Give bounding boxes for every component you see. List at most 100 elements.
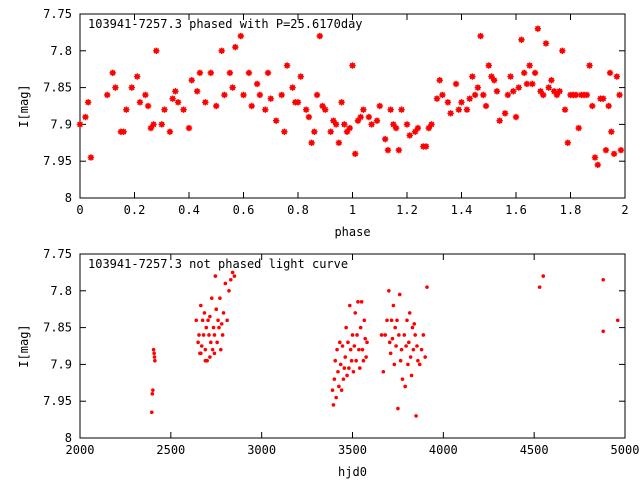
data-point bbox=[134, 73, 141, 80]
data-point bbox=[221, 311, 226, 315]
data-point bbox=[343, 128, 351, 135]
data-point bbox=[153, 47, 160, 54]
data-point bbox=[496, 117, 503, 124]
data-point bbox=[398, 106, 405, 113]
x-tick-label: 2 bbox=[621, 203, 628, 217]
data-point bbox=[327, 128, 334, 135]
data-point bbox=[392, 362, 397, 367]
data-point bbox=[396, 406, 400, 411]
data-point bbox=[203, 347, 208, 352]
data-point bbox=[406, 132, 413, 139]
data-point bbox=[559, 47, 566, 54]
data-point bbox=[411, 347, 416, 352]
x-tick-label: 3500 bbox=[338, 443, 367, 457]
data-point bbox=[153, 358, 157, 363]
x-tick-label: 2500 bbox=[156, 443, 185, 457]
data-point bbox=[602, 146, 610, 154]
data-point bbox=[368, 121, 375, 128]
y-tick-label: 8 bbox=[65, 431, 72, 445]
data-point bbox=[491, 77, 498, 84]
data-point bbox=[439, 91, 446, 99]
data-point bbox=[203, 358, 208, 363]
x-tick-label: 0.4 bbox=[178, 203, 200, 217]
data-point bbox=[218, 347, 223, 352]
data-point bbox=[346, 124, 353, 132]
data-point bbox=[365, 113, 373, 121]
data-point bbox=[458, 99, 465, 106]
data-point bbox=[397, 292, 402, 297]
x-tick-label: 0.2 bbox=[124, 203, 146, 217]
data-point bbox=[613, 73, 621, 80]
data-point bbox=[351, 369, 356, 374]
data-point bbox=[601, 329, 605, 334]
data-point bbox=[350, 333, 355, 337]
data-point bbox=[404, 344, 408, 348]
data-point bbox=[417, 362, 422, 367]
data-point bbox=[419, 347, 424, 352]
data-point bbox=[281, 128, 288, 135]
data-point bbox=[333, 358, 338, 363]
data-point bbox=[360, 347, 365, 352]
data-point bbox=[349, 358, 354, 363]
data-point bbox=[397, 333, 401, 337]
data-point bbox=[410, 325, 415, 330]
data-point bbox=[336, 369, 340, 374]
data-point bbox=[518, 36, 525, 43]
y-tick-label: 7.75 bbox=[43, 247, 72, 261]
y-tick-label: 7.9 bbox=[50, 117, 72, 131]
chart-title: 103941-7257.3 phased with P=25.6170day bbox=[88, 17, 363, 31]
data-point bbox=[414, 124, 422, 132]
y-tick-label: 7.75 bbox=[43, 7, 72, 21]
data-point bbox=[353, 311, 358, 315]
data-point bbox=[302, 106, 310, 113]
data-point bbox=[436, 77, 443, 84]
data-point bbox=[199, 351, 203, 356]
data-point bbox=[365, 340, 369, 345]
data-point bbox=[237, 32, 244, 40]
data-point bbox=[379, 333, 384, 337]
data-point bbox=[230, 270, 235, 275]
data-point bbox=[136, 99, 144, 106]
data-point bbox=[512, 113, 520, 121]
x-tick-label: 0.8 bbox=[287, 203, 309, 217]
data-point bbox=[226, 69, 234, 77]
data-point bbox=[213, 102, 220, 110]
data-point bbox=[415, 344, 419, 348]
data-point bbox=[358, 325, 363, 330]
data-point bbox=[610, 150, 618, 158]
data-point bbox=[485, 62, 492, 69]
data-point bbox=[409, 373, 414, 378]
data-point bbox=[248, 102, 255, 110]
y-axis-title: I[mag] bbox=[17, 84, 31, 127]
data-point bbox=[331, 403, 336, 407]
data-point bbox=[357, 113, 364, 121]
data-point bbox=[150, 392, 155, 396]
data-point bbox=[390, 336, 395, 341]
data-point bbox=[232, 43, 239, 51]
data-point bbox=[605, 102, 612, 110]
data-point bbox=[561, 106, 569, 113]
data-point bbox=[387, 289, 391, 293]
data-point bbox=[151, 388, 155, 392]
data-point bbox=[529, 80, 536, 88]
data-point bbox=[311, 128, 318, 135]
data-point bbox=[200, 318, 205, 323]
x-tick-label: 0 bbox=[76, 203, 83, 217]
y-tick-label: 7.95 bbox=[43, 154, 72, 168]
data-point bbox=[218, 296, 222, 300]
x-axis-title: phase bbox=[334, 225, 370, 239]
data-point bbox=[216, 318, 220, 323]
data-point bbox=[166, 128, 174, 135]
data-point bbox=[262, 106, 269, 113]
data-point bbox=[210, 347, 215, 352]
data-point bbox=[402, 333, 407, 337]
data-point bbox=[332, 121, 340, 128]
x-axis-title: hjd0 bbox=[338, 465, 367, 479]
data-point bbox=[408, 355, 413, 359]
data-point bbox=[357, 366, 362, 370]
x-tick-label: 1.6 bbox=[505, 203, 527, 217]
data-point bbox=[169, 95, 176, 102]
data-point bbox=[341, 121, 348, 128]
x-tick-label: 1.8 bbox=[560, 203, 582, 217]
y-tick-label: 7.85 bbox=[43, 81, 72, 95]
